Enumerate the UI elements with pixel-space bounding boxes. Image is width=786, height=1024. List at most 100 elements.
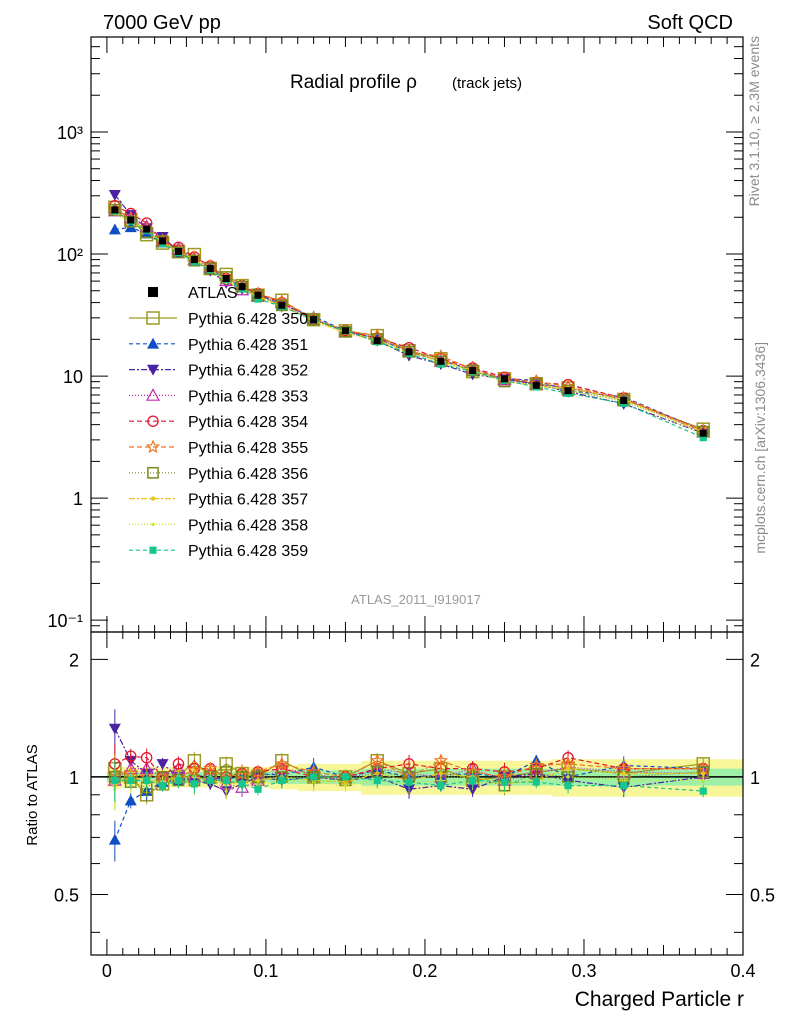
ratio-tick-label: 1 [69, 768, 79, 788]
ratio-frame [90, 631, 744, 956]
series-point [188, 254, 201, 267]
ratio-panel: 0 0.1 0.2 0.3 0.4 0.5 0.5 1 1 2 2 Ratio to ATLAS [24, 631, 775, 981]
x-tick-label: 0.1 [253, 961, 278, 981]
x-tick-label: 0.4 [730, 961, 755, 981]
ratio-series-line [114, 760, 704, 841]
ratio-point [111, 776, 119, 784]
ratio-point [124, 794, 137, 806]
ratio-point [224, 789, 228, 793]
legend-label: Pythia 6.428 356 [188, 466, 308, 483]
header-right: Soft QCD [647, 12, 733, 34]
legend-marker [150, 496, 156, 501]
data-point [341, 327, 349, 335]
chart-title-suffix: (track jets) [452, 75, 522, 92]
ratio-point [125, 750, 137, 762]
ratio-point [172, 758, 185, 770]
ratio-tick-label-right: 1 [750, 768, 760, 788]
data-point [174, 247, 182, 255]
ratio-axis-label: Ratio to ATLAS [24, 744, 41, 845]
legend-marker [147, 337, 159, 349]
series-point [699, 434, 707, 442]
legend: ATLAS Pythia 6.428 350 Pythia 6.428 351 Pyt… [129, 285, 308, 560]
ratio-point [190, 780, 198, 788]
ratio-point [343, 784, 348, 788]
ratio-point [564, 782, 572, 790]
series-point [172, 246, 185, 259]
x-tick-label: 0.2 [412, 961, 437, 981]
legend-label: Pythia 6.428 352 [188, 363, 308, 380]
x-axis-label: Charged Particle r [575, 988, 744, 1011]
series-point [204, 262, 217, 275]
ratio-point [565, 766, 571, 771]
ratio-point [140, 751, 153, 764]
data-point [159, 237, 167, 245]
data-point [111, 206, 119, 214]
y-tick-label: 10⁻¹ [47, 611, 83, 631]
y-tick-label: 1 [73, 489, 83, 509]
legend-label: Pythia 6.428 355 [188, 440, 308, 457]
ratio-point [341, 773, 350, 781]
ratio-point [532, 778, 540, 786]
ratio-point [701, 778, 705, 782]
ratio-point [620, 782, 628, 790]
ratio-point [438, 771, 444, 776]
data-point [206, 265, 214, 273]
data-point [500, 375, 508, 383]
header-left: 7000 GeV pp [103, 12, 221, 34]
ratio-point [238, 780, 246, 788]
series-point [275, 299, 288, 312]
series-line [114, 210, 704, 439]
ratio-point [108, 833, 121, 845]
ratio-point [566, 775, 570, 779]
data-point [238, 283, 246, 291]
ratio-point [174, 776, 183, 784]
ratio-point [127, 776, 135, 784]
series-point [339, 326, 352, 338]
legend-label: Pythia 6.428 357 [188, 492, 308, 509]
ratio-point [373, 776, 381, 784]
legend-marker-data [148, 287, 158, 297]
side-label-lower: mcplots.cern.ch [arXiv:1306.3436] [752, 342, 768, 554]
ratio-point [469, 776, 477, 784]
data-point [278, 301, 286, 309]
series-point [108, 189, 121, 201]
legend-marker [145, 388, 161, 401]
ratio-point [310, 773, 318, 781]
legend-marker [151, 522, 155, 527]
series-line [114, 213, 704, 435]
series-point [108, 223, 121, 235]
legend-marker [149, 546, 157, 554]
ratio-point [206, 776, 214, 784]
legend-label: Pythia 6.428 354 [188, 414, 308, 431]
ratio-point [405, 778, 413, 786]
ratio-point [143, 776, 151, 784]
ratio-series-line [114, 760, 704, 778]
y-tick-label: 10³ [57, 123, 83, 143]
legend-marker [147, 415, 159, 427]
ratio-tick-label-right: 2 [750, 650, 760, 670]
ratio-series-line [114, 755, 704, 778]
x-tick-label: 0.3 [571, 961, 596, 981]
watermark: ATLAS_2011_I919017 [351, 592, 481, 607]
legend-label: Pythia 6.428 350 [188, 311, 308, 328]
ratio-point [437, 782, 445, 790]
y-tick-label: 10² [57, 245, 83, 265]
ratio-point [158, 782, 167, 790]
legend-marker [146, 311, 160, 325]
main-panel: 10⁻¹ 1 10 10² 10³ Radial profile ρ (track je… [47, 36, 744, 633]
ratio-point [108, 723, 121, 735]
series-point [254, 295, 262, 303]
legend-marker [147, 364, 159, 376]
x-tick-label: 0 [102, 961, 112, 981]
ratio-point [500, 778, 509, 786]
ratio-tick-label: 0.5 [54, 886, 79, 906]
legend-label-data: ATLAS [188, 285, 238, 302]
data-point [143, 225, 151, 233]
ratio-series-line [114, 776, 704, 792]
ratio-point [222, 776, 230, 784]
data-point [437, 357, 445, 365]
ratio-tick-label-right: 0.5 [750, 886, 775, 906]
data-point [310, 316, 318, 324]
ratio-point [278, 776, 286, 784]
